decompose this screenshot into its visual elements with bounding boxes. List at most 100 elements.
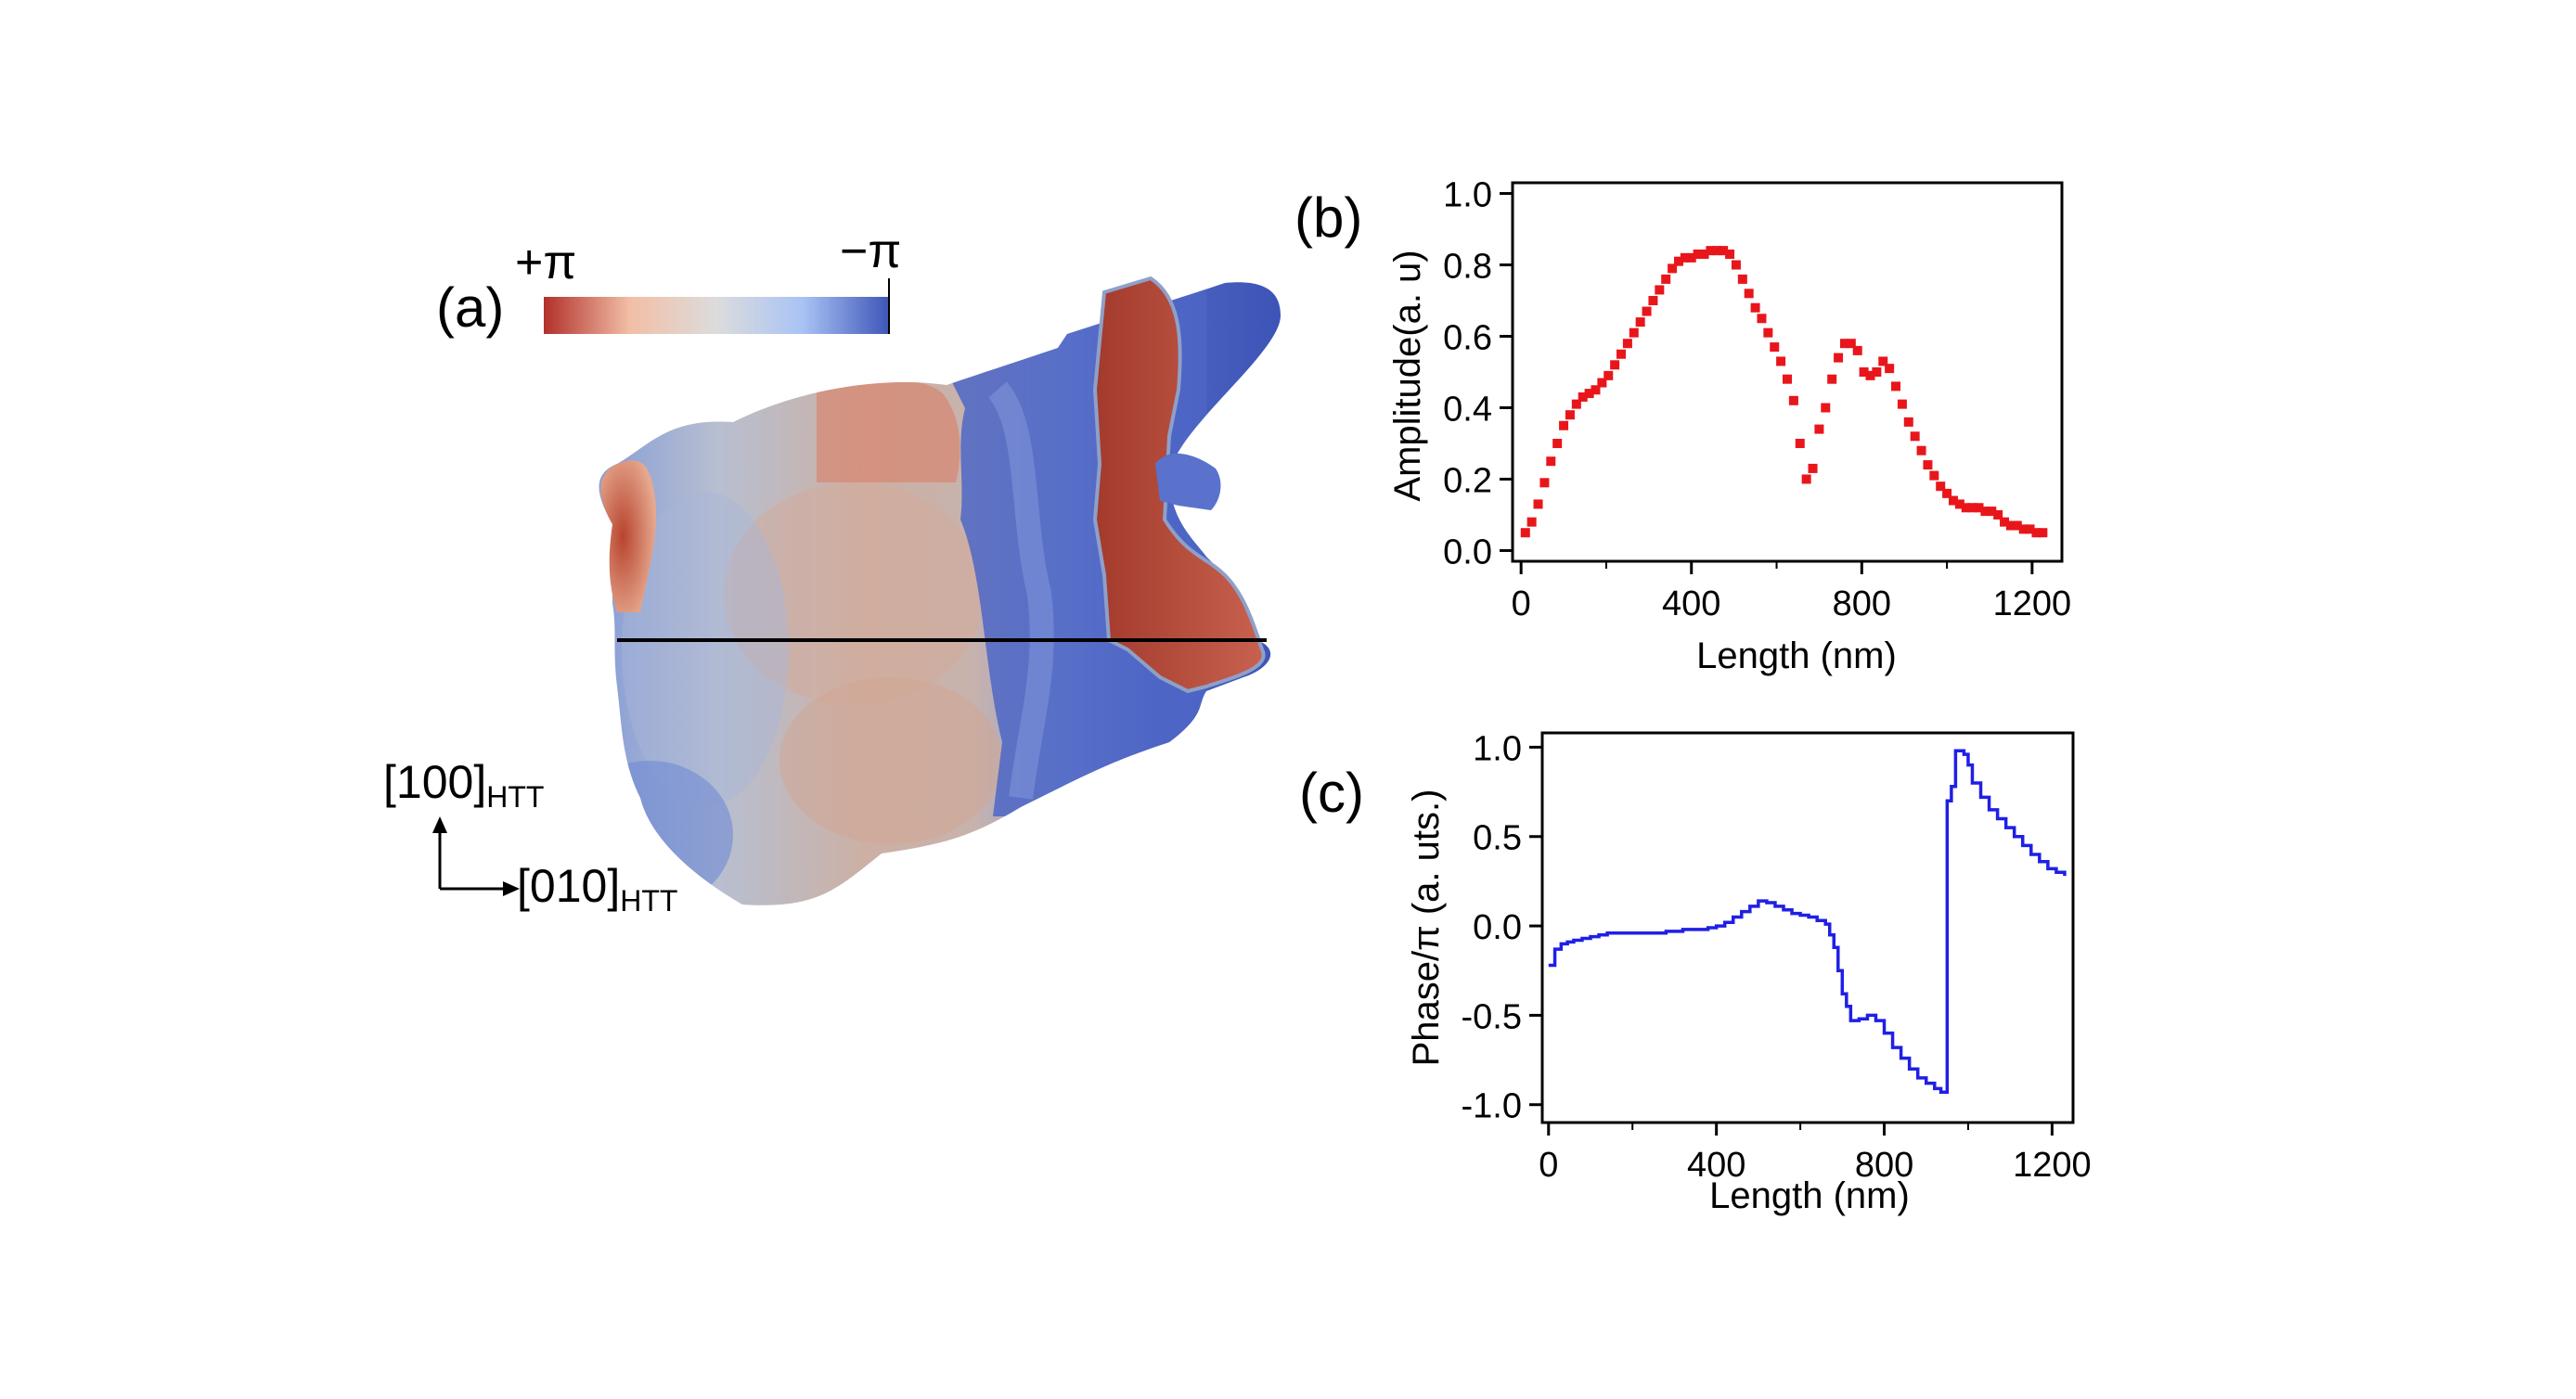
data-point <box>1604 370 1614 380</box>
data-point <box>1546 456 1556 467</box>
data-point <box>1903 417 1913 427</box>
panel-a-label: (a) <box>436 276 504 339</box>
data-point <box>1712 246 1722 256</box>
data-point <box>1668 263 1678 274</box>
data-point <box>1597 378 1607 388</box>
data-point <box>2012 520 2022 531</box>
data-point <box>2000 517 2010 527</box>
data-point <box>1584 389 1594 399</box>
data-point <box>1642 306 1652 316</box>
data-point <box>1565 410 1575 420</box>
colorbar-plus-pi-label: +π <box>515 236 576 289</box>
x-tick-label: 800 <box>1833 584 1891 623</box>
data-point <box>1552 438 1563 448</box>
data-point <box>1571 399 1581 409</box>
data-point <box>1897 399 1907 409</box>
data-point <box>1865 370 1875 380</box>
data-point <box>1635 317 1645 327</box>
data-point <box>1987 507 1997 517</box>
data-point <box>1910 431 1920 442</box>
data-point <box>1744 289 1754 299</box>
data-point <box>1974 503 1984 513</box>
panel-c-label: (c) <box>1299 762 1364 824</box>
data-point <box>1673 256 1683 266</box>
data-point <box>1648 296 1658 306</box>
data-point <box>1980 507 1990 517</box>
axis-100-label: [100]HTT <box>383 756 544 814</box>
data-point <box>1834 353 1844 363</box>
phase-colorbar <box>544 297 889 334</box>
panel-b-amplitude-chart: (b) 0.0 0.2 0.4 0.6 0.8 1.0 0 400 800 1200 Lengt… <box>1294 176 2071 676</box>
data-point <box>1801 474 1811 484</box>
data-point <box>1942 488 1952 498</box>
arrow-right-icon <box>503 881 520 896</box>
y-tick-label: 1.0 <box>1443 176 1492 215</box>
data-point <box>2031 528 2041 538</box>
data-point <box>1757 314 1767 324</box>
data-point <box>1776 356 1786 366</box>
data-point <box>1731 260 1741 270</box>
data-point <box>1770 342 1780 353</box>
data-point <box>2005 520 2016 531</box>
data-point <box>1936 481 1946 492</box>
y-tick-label: 0.0 <box>1473 908 1522 947</box>
plot-frame <box>1540 731 2075 1124</box>
data-point <box>2038 528 2048 538</box>
panel-a-phase-map: (a) +π −π <box>383 225 1281 918</box>
x-tick-label: 400 <box>1687 1146 1745 1185</box>
data-point <box>1616 349 1627 359</box>
data-point <box>1699 249 1709 259</box>
data-point <box>1821 403 1831 413</box>
data-point <box>1763 327 1773 338</box>
data-point <box>1923 460 1933 470</box>
series-line-phase <box>1548 749 2067 1094</box>
phase-map-image <box>599 276 1281 905</box>
data-point <box>1891 381 1901 391</box>
y-tick-label: 0.4 <box>1443 390 1492 429</box>
data-point <box>1539 478 1550 488</box>
y-tick-label: 0.8 <box>1443 248 1492 287</box>
crystal-axes-indicator: [100]HTT [010]HTT <box>383 756 677 918</box>
arrow-up-icon <box>432 816 447 833</box>
data-point <box>1872 367 1882 377</box>
data-point <box>1783 374 1792 384</box>
data-point <box>1706 246 1716 256</box>
data-point <box>1916 445 1926 456</box>
data-point <box>1808 463 1818 473</box>
data-point <box>1993 509 2003 520</box>
data-point <box>1533 499 1543 509</box>
data-point <box>1591 385 1601 395</box>
data-point <box>1795 438 1805 448</box>
data-point <box>1719 246 1729 256</box>
data-point <box>1520 528 1530 538</box>
data-point <box>1961 503 1971 513</box>
panel-c-phase-chart: (c) -1.0 -0.5 0.0 0.5 1.0 0 400 800 1200 Length… <box>1299 729 2092 1216</box>
data-point <box>1948 495 1958 506</box>
data-point <box>1859 367 1869 377</box>
y-tick-label: 1.0 <box>1473 729 1522 768</box>
y-tick-label: -1.0 <box>1462 1087 1522 1126</box>
data-point <box>2025 524 2035 534</box>
data-point <box>1827 374 1837 384</box>
y-tick-label: -0.5 <box>1462 997 1522 1036</box>
colorbar-minus-pi-label: −π <box>840 225 901 278</box>
x-axis-title: Length (nm) <box>1709 1175 1910 1216</box>
data-point <box>1852 345 1862 355</box>
data-point <box>1846 339 1856 349</box>
x-axis-title: Length (nm) <box>1696 635 1897 676</box>
data-point <box>1680 252 1690 263</box>
data-point <box>1878 356 1888 366</box>
data-point <box>1686 252 1696 263</box>
data-point <box>1629 327 1639 338</box>
data-point <box>1737 274 1747 284</box>
y-tick-label: 0.6 <box>1443 319 1492 358</box>
x-tick-label: 0 <box>1539 1146 1558 1185</box>
data-point <box>1725 249 1735 259</box>
data-point <box>1929 470 1939 481</box>
y-axis-title: Phase/π (a. uts.) <box>1406 789 1447 1067</box>
data-point <box>1788 395 1798 405</box>
x-tick-label: 0 <box>1512 584 1531 623</box>
y-axis-title: Amplitude(a. u) <box>1387 250 1428 501</box>
data-point <box>1655 285 1665 295</box>
